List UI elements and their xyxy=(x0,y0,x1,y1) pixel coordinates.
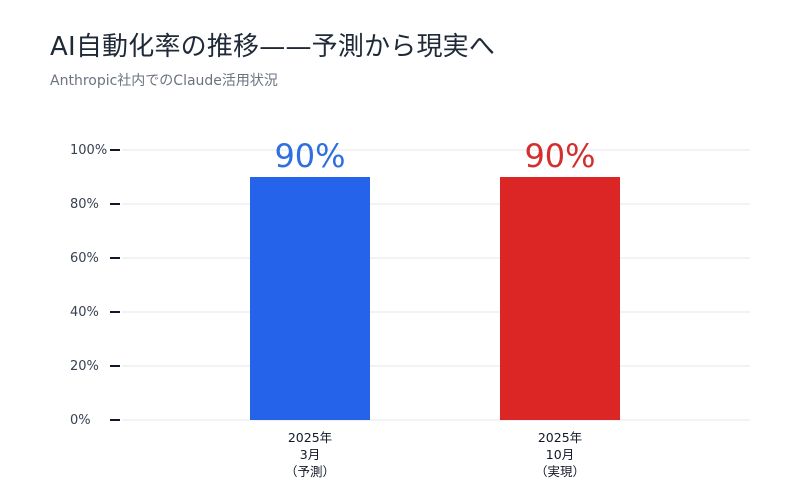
bar xyxy=(250,177,370,420)
x-tick-label: 2025年 xyxy=(538,430,582,445)
x-tick-label: （予測） xyxy=(285,464,335,479)
bar xyxy=(500,177,620,420)
x-tick-label: 10月 xyxy=(546,447,574,462)
x-tick-label: 2025年 xyxy=(288,430,332,445)
y-tick-label: 100% xyxy=(70,143,107,158)
y-tick-label: 0% xyxy=(70,413,91,428)
bar-value-label: 90% xyxy=(274,137,345,175)
y-tick-label: 20% xyxy=(70,359,99,374)
x-tick-label: 3月 xyxy=(300,447,320,462)
y-tick-label: 40% xyxy=(70,305,99,320)
y-tick-label: 80% xyxy=(70,197,99,212)
x-tick-label: （実現） xyxy=(535,464,585,479)
chart-title: AI自動化率の推移——予測から現実へ xyxy=(50,32,496,62)
bar-value-label: 90% xyxy=(524,137,595,175)
chart-subtitle: Anthropic社内でのClaude活用状況 xyxy=(50,73,278,89)
y-tick-label: 60% xyxy=(70,251,99,266)
